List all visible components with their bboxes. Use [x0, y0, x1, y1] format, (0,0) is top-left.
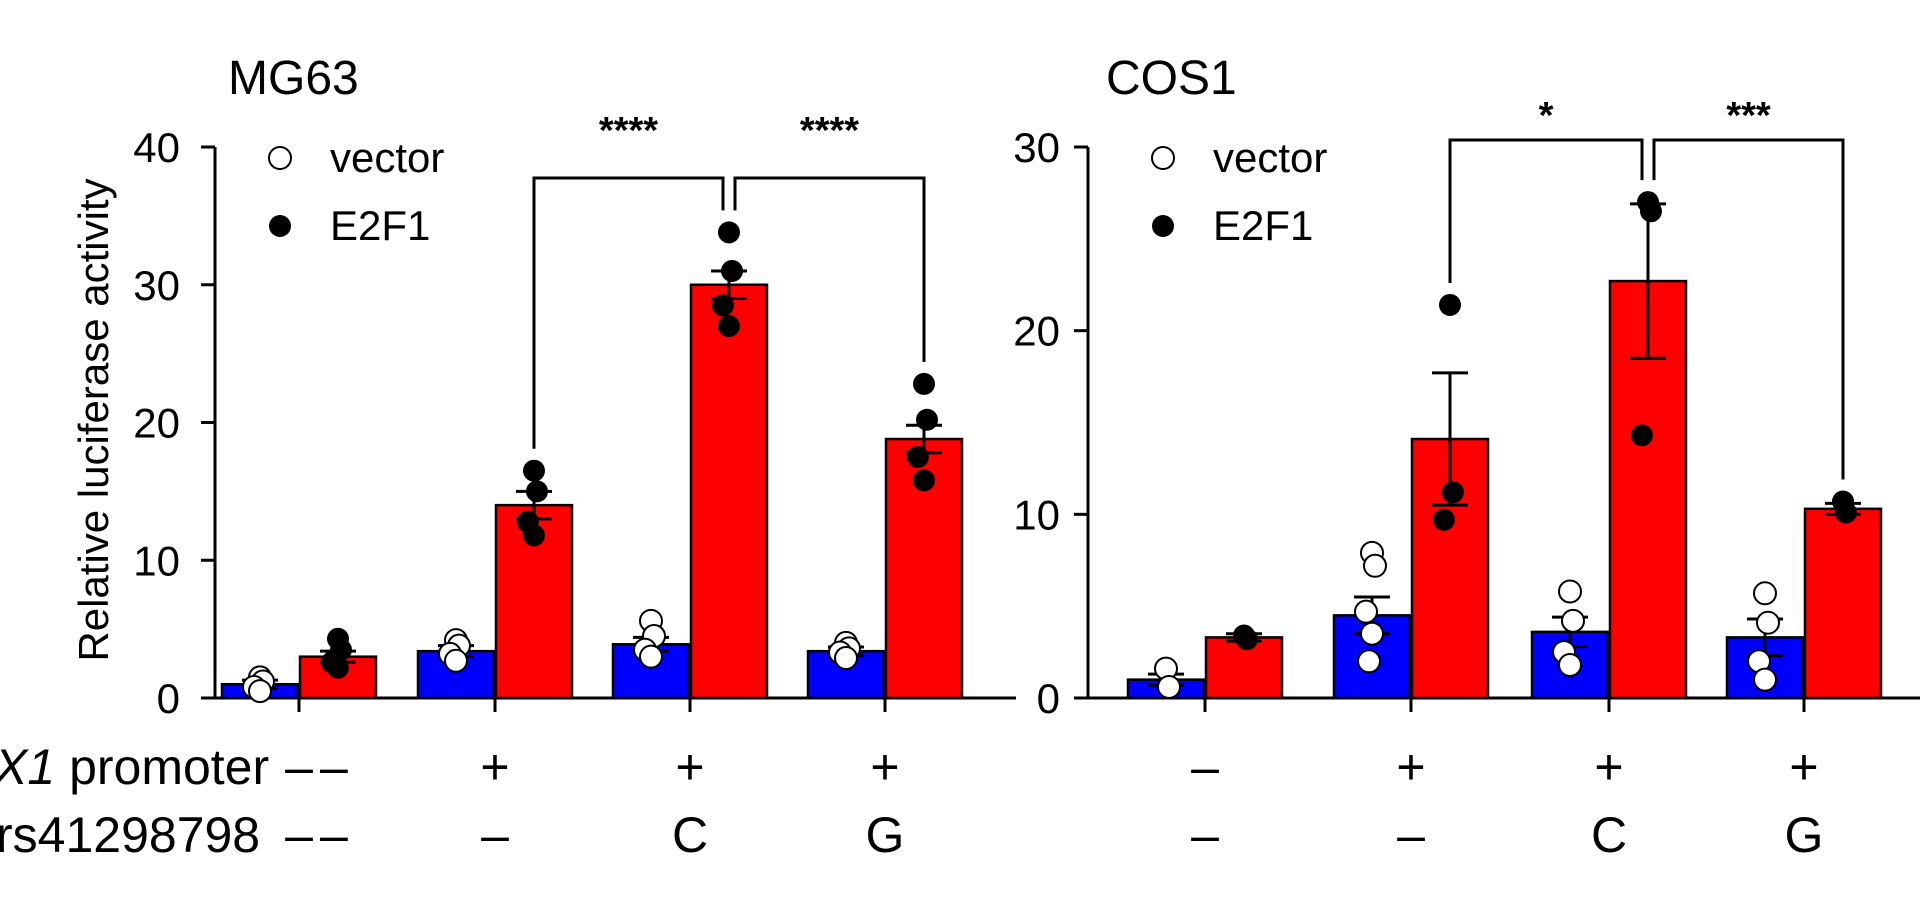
data-point-e2f1: [718, 315, 740, 338]
data-point-e2f1: [1835, 501, 1857, 524]
data-point-vector: [248, 679, 272, 704]
data-point-e2f1: [1442, 481, 1464, 504]
snp-value: –: [481, 807, 509, 863]
y-axis-label: Relative luciferase activity: [70, 178, 117, 661]
snp-value: C: [672, 807, 708, 863]
data-point-e2f1: [1631, 424, 1653, 447]
legend-e2f1-marker: [1152, 215, 1174, 237]
promoter-row-dash: –: [320, 739, 348, 795]
legend-vector-marker: [268, 146, 292, 170]
data-point-vector: [1157, 674, 1181, 699]
data-point-e2f1: [913, 372, 935, 395]
y-tick-label: 0: [157, 675, 180, 722]
data-point-vector: [1558, 579, 1582, 604]
snp-value: G: [1785, 807, 1824, 863]
data-point-vector: [1558, 652, 1582, 677]
y-tick-label: 40: [133, 124, 180, 171]
data-point-vector: [639, 644, 663, 669]
bar-e2f1: [1803, 507, 1883, 700]
data-point-e2f1: [1640, 200, 1662, 223]
promoter-value: +: [1594, 739, 1623, 795]
data-point-e2f1: [523, 524, 545, 547]
promoter-value: +: [870, 739, 899, 795]
data-point-e2f1: [712, 294, 734, 317]
snp-value: –: [285, 807, 313, 863]
data-point-vector: [1360, 621, 1384, 646]
legend-mg63: vector E2F1: [268, 134, 444, 249]
legend-cos1: vector E2F1: [1151, 134, 1327, 249]
panel-title-cos1: COS1: [1106, 52, 1237, 105]
promoter-value: –: [285, 739, 313, 795]
data-point-vector: [834, 646, 858, 671]
legend-e2f1-marker: [269, 215, 291, 237]
panel-title-mg63: MG63: [228, 52, 359, 105]
promoter-value: +: [1789, 739, 1818, 795]
data-point-e2f1: [523, 459, 545, 482]
data-point-vector: [1753, 667, 1777, 692]
data-point-e2f1: [916, 408, 938, 431]
legend-e2f1-label: E2F1: [330, 202, 430, 249]
promoter-row-label-italic: X1: [0, 739, 55, 795]
snp-value: –: [1397, 807, 1425, 863]
data-point-e2f1: [907, 445, 929, 468]
y-tick-label: 10: [133, 537, 180, 584]
data-point-vector: [1354, 599, 1378, 624]
data-point-e2f1: [327, 656, 349, 679]
significance-bracket: [1448, 138, 1644, 283]
data-point-e2f1: [1236, 628, 1258, 651]
significance-bracket: [1652, 138, 1845, 480]
data-point-vector: [1357, 649, 1381, 674]
significance-label: *: [1539, 95, 1554, 137]
promoter-value: +: [675, 739, 704, 795]
data-point-e2f1: [526, 480, 548, 503]
snp-row-label: rs41298798: [0, 807, 260, 863]
y-tick-label: 20: [1013, 308, 1060, 355]
legend-vector-label: vector: [330, 134, 444, 181]
y-tick-label: 30: [1013, 124, 1060, 171]
promoter-value: –: [1191, 739, 1219, 795]
snp-value: C: [1591, 807, 1627, 863]
y-tick-label: 30: [133, 262, 180, 309]
data-point-vector: [1753, 581, 1777, 606]
y-tick-label: 20: [133, 400, 180, 447]
legend-vector-marker: [1151, 146, 1175, 170]
promoter-row-label: X1 promoter: [0, 739, 269, 795]
data-point-vector: [444, 648, 468, 673]
data-point-vector: [1756, 610, 1780, 635]
snp-row-dash: –: [320, 807, 348, 863]
promoter-value: +: [480, 739, 509, 795]
data-point-e2f1: [1439, 293, 1461, 316]
data-point-e2f1: [913, 469, 935, 492]
data-point-vector: [1561, 608, 1585, 633]
y-tick-label: 10: [1013, 491, 1060, 538]
legend-vector-label: vector: [1213, 134, 1327, 181]
promoter-row-label-rest: promoter: [55, 739, 269, 795]
significance-label: ***: [1726, 95, 1771, 137]
significance-bracket: [733, 176, 926, 362]
snp-value: –: [1191, 807, 1219, 863]
data-point-e2f1: [1433, 508, 1455, 531]
significance-label: ****: [599, 110, 658, 152]
promoter-value: +: [1396, 739, 1425, 795]
data-point-e2f1: [718, 221, 740, 244]
significance-bracket: [532, 176, 725, 449]
bar-e2f1: [689, 283, 769, 700]
snp-value: G: [866, 807, 905, 863]
legend-e2f1-label: E2F1: [1213, 202, 1313, 249]
significance-label: ****: [800, 110, 859, 152]
data-point-vector: [1363, 553, 1387, 578]
data-point-e2f1: [721, 259, 743, 282]
y-tick-label: 0: [1037, 675, 1060, 722]
